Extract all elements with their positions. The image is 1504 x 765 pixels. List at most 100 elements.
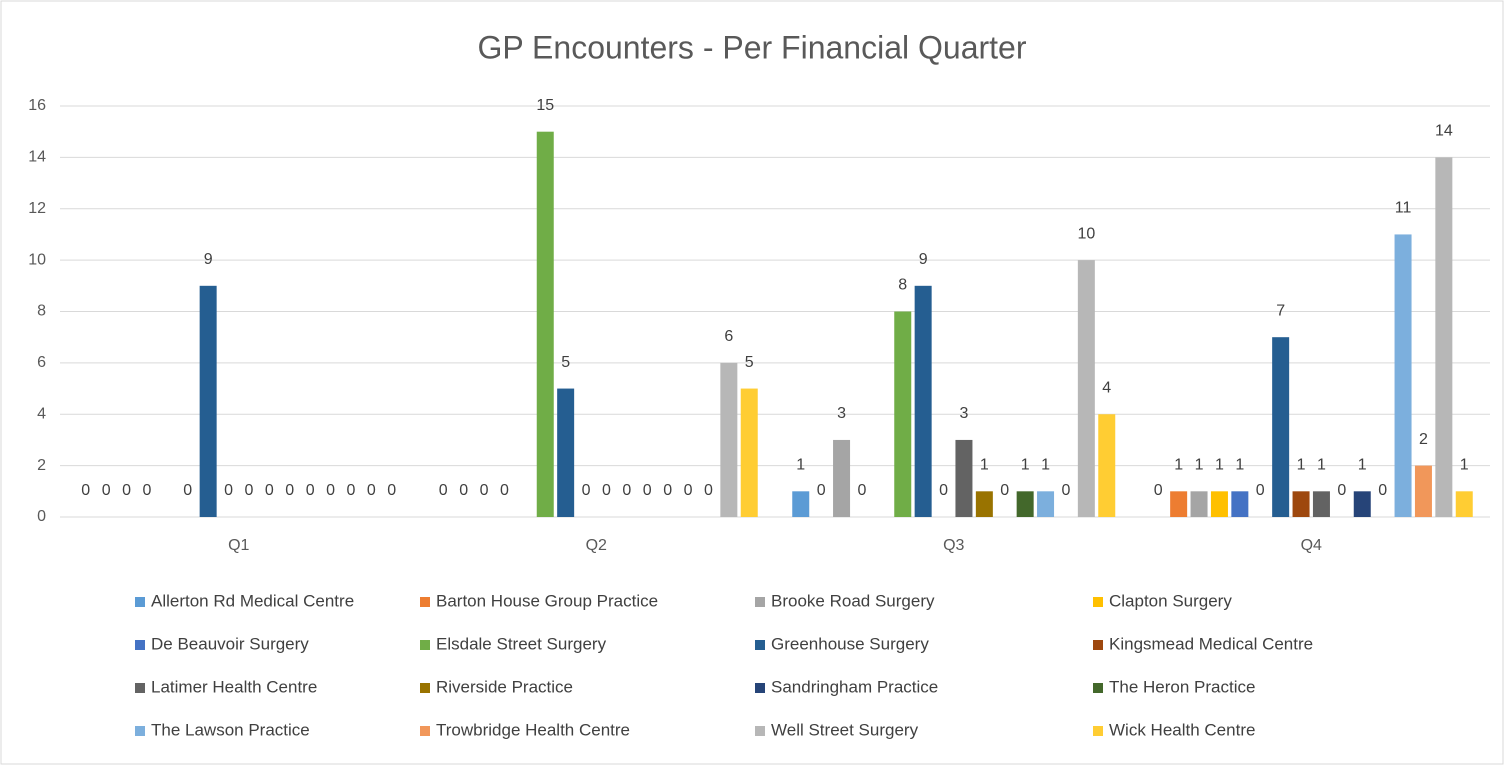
legend-label: Elsdale Street Surgery (436, 634, 607, 653)
value-label: 0 (387, 482, 396, 499)
bar (833, 439, 851, 517)
value-label: 0 (439, 482, 448, 499)
legend-label: Clapton Surgery (1109, 591, 1232, 610)
value-label: 0 (122, 482, 131, 499)
value-label: 0 (622, 482, 631, 499)
value-label: 1 (1235, 457, 1244, 474)
legend-swatch (1093, 683, 1103, 693)
legend-label: Allerton Rd Medical Centre (151, 591, 354, 610)
bar (792, 491, 810, 517)
value-label: 1 (1317, 457, 1326, 474)
bar (1190, 491, 1208, 517)
bar (536, 131, 554, 517)
bar (1037, 491, 1055, 517)
value-label: 1 (1297, 457, 1306, 474)
bar (1353, 491, 1371, 517)
value-label: 0 (81, 482, 90, 499)
value-label: 1 (1460, 457, 1469, 474)
legend-label: Riverside Practice (436, 677, 573, 696)
x-tick-label: Q4 (1301, 537, 1322, 554)
legend-label: Barton House Group Practice (436, 591, 658, 610)
value-label: 1 (1174, 457, 1183, 474)
value-label: 7 (1276, 302, 1285, 319)
x-tick-label: Q1 (228, 537, 249, 554)
bar (720, 362, 738, 517)
legend-swatch (420, 597, 430, 607)
legend-label: De Beauvoir Surgery (151, 634, 309, 653)
value-label: 1 (1021, 457, 1030, 474)
legend-swatch (755, 597, 765, 607)
legend-swatch (755, 640, 765, 650)
value-label: 9 (919, 251, 928, 268)
legend-label: The Lawson Practice (151, 720, 310, 739)
value-label: 0 (285, 482, 294, 499)
bar (557, 388, 575, 517)
legend-label: Trowbridge Health Centre (436, 720, 630, 739)
value-label: 1 (1358, 457, 1367, 474)
value-label: 0 (817, 482, 826, 499)
legend-swatch (135, 726, 145, 736)
value-label: 3 (837, 405, 846, 422)
bar (740, 388, 758, 517)
value-label: 0 (326, 482, 335, 499)
value-label: 1 (1041, 457, 1050, 474)
x-tick-label: Q2 (586, 537, 607, 554)
value-label: 0 (1256, 482, 1265, 499)
value-label: 0 (684, 482, 693, 499)
bar (1077, 260, 1095, 517)
bar (1231, 491, 1249, 517)
value-label: 0 (346, 482, 355, 499)
value-label: 0 (265, 482, 274, 499)
value-label: 0 (224, 482, 233, 499)
value-label: 0 (1061, 482, 1070, 499)
legend-label: The Heron Practice (1109, 677, 1255, 696)
bar (1435, 157, 1453, 517)
legend-label: Wick Health Centre (1109, 720, 1255, 739)
bar (1098, 414, 1116, 517)
value-label: 15 (536, 97, 554, 114)
bar (914, 285, 932, 517)
value-label: 11 (1395, 200, 1412, 217)
y-tick-label: 6 (37, 354, 46, 371)
bar (1414, 465, 1432, 517)
value-label: 10 (1077, 225, 1095, 242)
y-tick-label: 14 (28, 149, 46, 166)
value-label: 2 (1419, 431, 1428, 448)
bar (955, 439, 973, 517)
value-label: 0 (643, 482, 652, 499)
value-label: 4 (1102, 379, 1111, 396)
value-label: 0 (1000, 482, 1009, 499)
value-label: 1 (1215, 457, 1224, 474)
legend-label: Brooke Road Surgery (771, 591, 935, 610)
legend-label: Well Street Surgery (771, 720, 919, 739)
legend-swatch (135, 597, 145, 607)
legend-swatch (135, 683, 145, 693)
value-label: 0 (663, 482, 672, 499)
legend-label: Latimer Health Centre (151, 677, 317, 696)
y-tick-label: 8 (37, 303, 46, 320)
bar (1016, 491, 1034, 517)
legend-label: Sandringham Practice (771, 677, 938, 696)
value-label: 0 (1337, 482, 1346, 499)
value-label: 0 (1378, 482, 1387, 499)
legend-swatch (420, 726, 430, 736)
legend-swatch (420, 683, 430, 693)
bar (1170, 491, 1188, 517)
bar (1272, 337, 1290, 517)
bar (975, 491, 993, 517)
value-label: 5 (561, 354, 570, 371)
chart-title: GP Encounters - Per Financial Quarter (478, 29, 1027, 65)
value-label: 0 (183, 482, 192, 499)
legend-label: Greenhouse Surgery (771, 634, 929, 653)
y-tick-label: 2 (37, 457, 46, 474)
value-label: 0 (500, 482, 509, 499)
bar (1455, 491, 1473, 517)
value-label: 0 (367, 482, 376, 499)
value-label: 0 (480, 482, 489, 499)
value-label: 0 (704, 482, 713, 499)
legend-swatch (135, 640, 145, 650)
value-label: 0 (582, 482, 591, 499)
bar (894, 311, 912, 517)
value-label: 1 (796, 457, 805, 474)
value-label: 0 (142, 482, 151, 499)
